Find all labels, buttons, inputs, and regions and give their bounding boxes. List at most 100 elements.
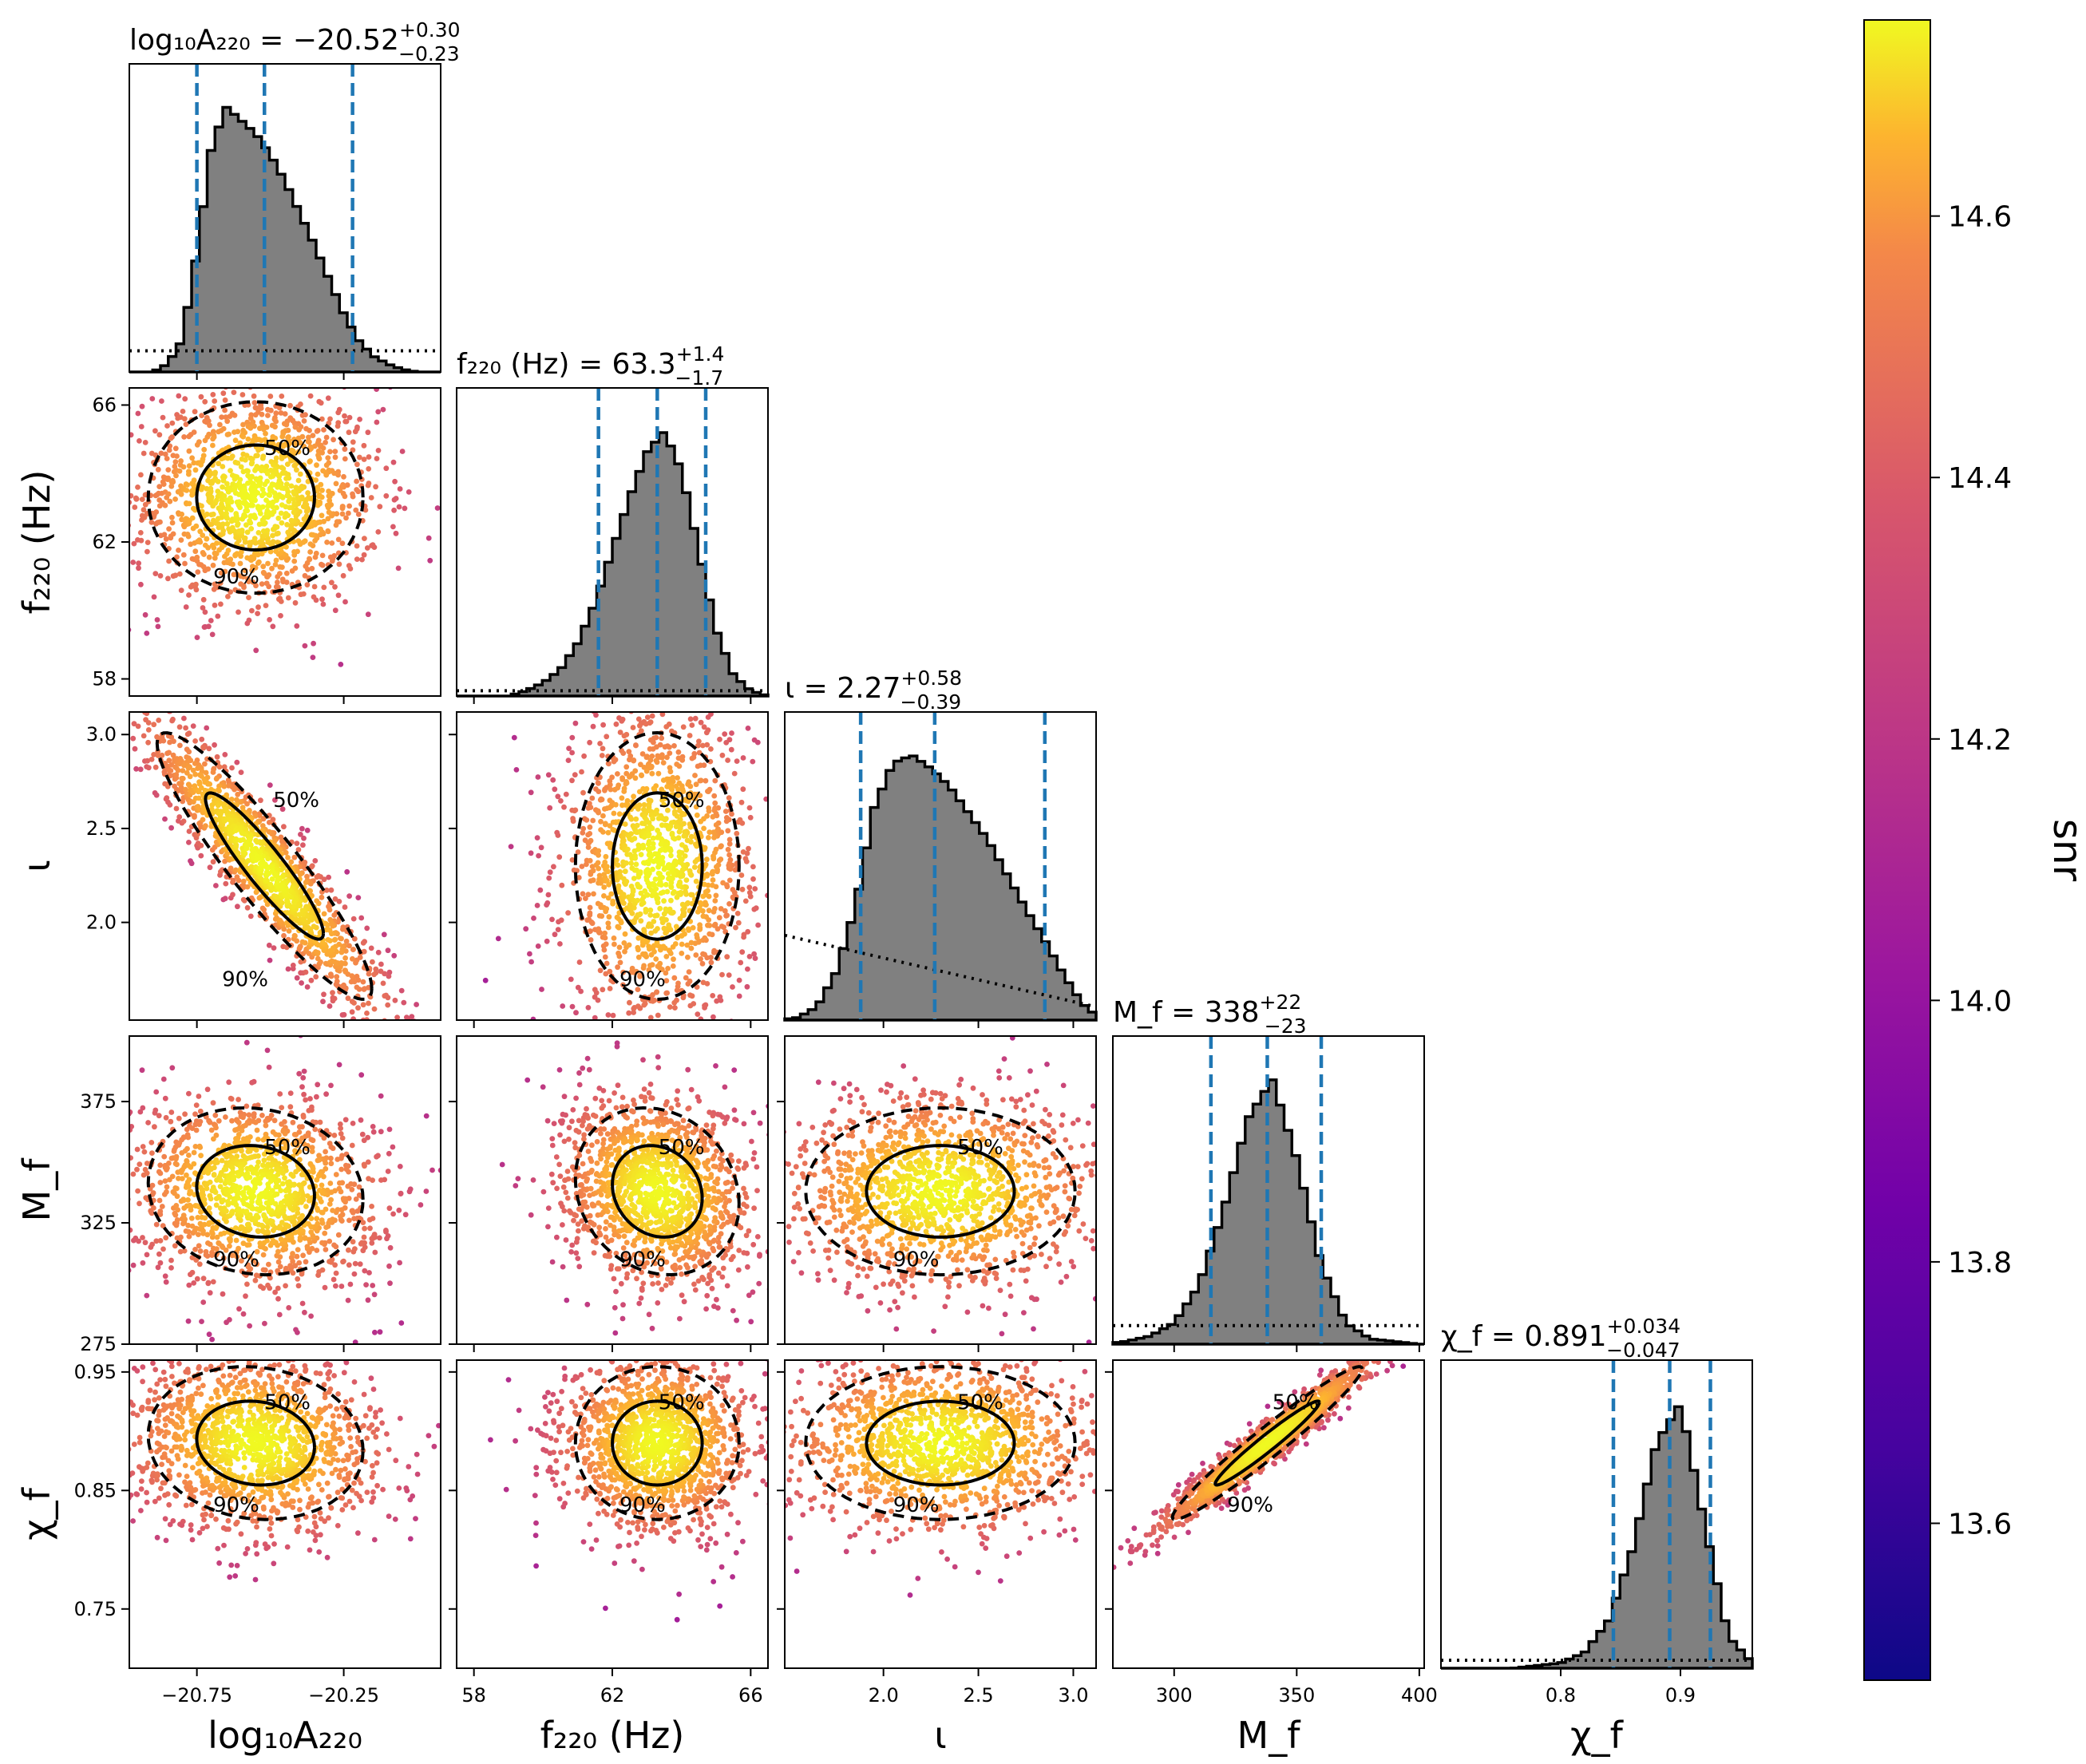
- scatter-point: [637, 869, 643, 875]
- scatter-point: [315, 955, 321, 962]
- scatter-point: [711, 923, 718, 928]
- scatter-point: [155, 623, 161, 630]
- scatter-point: [265, 1282, 271, 1288]
- scatter-point: [714, 864, 719, 870]
- scatter-point: [216, 461, 221, 467]
- scatter-point: [643, 907, 649, 912]
- scatter-point: [352, 429, 358, 435]
- scatter-point: [274, 1252, 280, 1259]
- scatter-point: [160, 1076, 167, 1082]
- scatter-point: [287, 1104, 294, 1110]
- scatter-point: [612, 1021, 618, 1026]
- scatter-point: [161, 532, 168, 538]
- scatter-point: [173, 805, 180, 812]
- scatter-point: [677, 916, 683, 922]
- scatter-point: [210, 769, 216, 775]
- scatter-point: [288, 517, 295, 524]
- scatter-point: [423, 1189, 429, 1194]
- scatter-point: [205, 566, 212, 572]
- scatter-point: [200, 1299, 207, 1305]
- scatter-point: [596, 789, 602, 794]
- scatter-point: [342, 446, 348, 453]
- scatter-point: [263, 603, 269, 608]
- scatter-point: [602, 930, 608, 936]
- scatter-point: [244, 508, 251, 514]
- scatter-point: [391, 496, 398, 503]
- scatter-point: [636, 845, 642, 852]
- scatter-point: [152, 702, 158, 708]
- scatter-point: [212, 471, 218, 477]
- scatter-point: [197, 1248, 204, 1254]
- scatter-point: [178, 587, 184, 593]
- scatter-point: [635, 954, 642, 960]
- scatter-point: [686, 969, 692, 975]
- scatter-point: [239, 549, 244, 555]
- scatter-point: [138, 424, 144, 429]
- scatter-point: [637, 884, 643, 890]
- scatter-point: [603, 971, 609, 977]
- scatter-point: [273, 418, 279, 425]
- scatter-point: [717, 736, 722, 742]
- scatter-point: [595, 997, 601, 1003]
- scatter-point: [361, 986, 367, 992]
- scatter-point: [166, 1161, 172, 1166]
- scatter-point: [319, 416, 325, 422]
- scatter-point: [637, 911, 643, 917]
- scatter-point: [158, 450, 164, 457]
- scatter-point: [255, 856, 261, 862]
- scatter-point: [735, 920, 742, 926]
- scatter-point: [238, 464, 244, 470]
- scatter-point: [366, 1216, 373, 1223]
- scatter-point: [189, 1255, 196, 1260]
- scatter-point: [585, 892, 592, 898]
- scatter-point: [251, 536, 258, 542]
- scatter-point: [531, 916, 536, 921]
- scatter-point: [232, 412, 238, 418]
- scatter-point: [722, 809, 729, 814]
- scatter-point: [770, 825, 775, 831]
- scatter-point: [167, 802, 173, 808]
- scatter-point: [441, 1033, 446, 1038]
- scatter-point: [166, 757, 172, 764]
- scatter-point: [688, 939, 695, 946]
- scatter-point: [151, 1205, 156, 1211]
- scatter-point: [185, 765, 192, 771]
- scatter-point: [649, 962, 655, 968]
- scatter-point: [730, 894, 736, 900]
- scatter-point: [148, 698, 154, 704]
- scatter-point: [336, 899, 342, 904]
- scatter-point: [167, 739, 173, 746]
- scatter-point: [221, 1255, 227, 1261]
- scatter-point: [711, 947, 717, 954]
- scatter-point: [119, 519, 125, 524]
- scatter-point: [378, 961, 384, 967]
- scatter-point: [342, 413, 347, 419]
- scatter-point: [186, 749, 192, 755]
- scatter-point: [253, 405, 259, 411]
- scatter-point: [661, 866, 667, 872]
- scatter-point: [716, 915, 722, 921]
- scatter-point: [648, 765, 655, 770]
- scatter-point: [122, 1123, 128, 1129]
- scatter-point: [222, 896, 228, 902]
- scatter-point: [220, 521, 226, 528]
- scatter-point: [176, 571, 183, 577]
- scatter-point: [662, 817, 668, 823]
- scatter-point: [602, 935, 608, 941]
- scatter-point: [732, 867, 738, 873]
- scatter-point: [212, 398, 218, 404]
- scatter-point: [229, 1117, 235, 1124]
- scatter-point: [237, 440, 243, 446]
- scatter-point: [698, 956, 703, 962]
- scatter-point: [51, 1069, 57, 1074]
- scatter-point: [172, 445, 179, 452]
- scatter-point: [168, 1265, 174, 1271]
- scatter-point: [688, 892, 694, 898]
- scatter-point: [311, 583, 318, 590]
- scatter-point: [695, 742, 701, 749]
- scatter-point: [741, 931, 747, 938]
- scatter-point: [240, 1311, 247, 1317]
- scatter-point: [708, 955, 714, 960]
- scatter-point: [275, 515, 282, 521]
- scatter-point: [240, 878, 247, 884]
